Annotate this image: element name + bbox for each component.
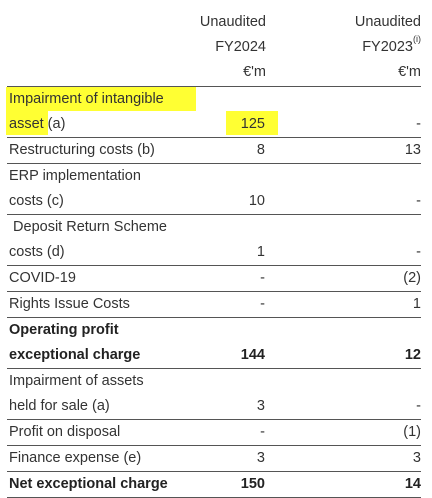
row-line: Finance expense (e) 3 3: [7, 446, 421, 471]
row-line: Operating profit: [7, 318, 421, 343]
row-label: held for sale (a): [9, 398, 110, 414]
row-line: Profit on disposal - (1): [7, 420, 421, 445]
row-label: exceptional charge: [9, 347, 141, 363]
header-fy2023-footnote: (i): [413, 34, 421, 44]
row-label: Rights Issue Costs: [9, 296, 130, 312]
header-fy2023-unit: €'m: [398, 64, 421, 80]
value-fy2023: 14: [404, 476, 421, 492]
row-label: Restructuring costs (b): [9, 142, 155, 158]
table-row: COVID-19 - (2): [7, 265, 421, 291]
highlight-mark-label-line1: [6, 87, 196, 111]
table-row: Operating profit exceptional charge 144 12: [7, 317, 421, 368]
row-line: Rights Issue Costs - 1: [7, 292, 421, 317]
value-fy2023: -: [416, 193, 421, 209]
row-label: ERP implementation: [9, 168, 141, 184]
row-line: COVID-19 - (2): [7, 266, 421, 291]
highlight-mark-value: [226, 111, 278, 135]
row-label: Impairment of assets: [9, 373, 144, 389]
header-fy2024: Unaudited FY2024 €'m: [150, 10, 266, 85]
value-fy2024: -: [260, 270, 265, 286]
highlight-mark-label-line2: [6, 111, 48, 135]
value-fy2024: -: [260, 296, 265, 312]
row-line: ERP implementation: [7, 164, 421, 189]
value-fy2023: -: [416, 244, 421, 260]
value-fy2024: 10: [248, 193, 265, 209]
value-fy2024: 3: [256, 398, 265, 414]
header-fy2023-line2: FY2023: [362, 39, 413, 55]
table-row: Finance expense (e) 3 3: [7, 445, 421, 471]
value-fy2024: 3: [256, 450, 265, 466]
row-label: costs (d): [9, 244, 65, 260]
row-line: costs (c) 10 -: [7, 189, 421, 214]
value-fy2023: -: [416, 116, 421, 132]
header-fy2023-line2-wrap: FY2023(i): [290, 34, 421, 60]
value-fy2024: 125: [240, 116, 265, 132]
row-line: costs (d) 1 -: [7, 240, 421, 265]
header-fy2024-line2: FY2024: [215, 39, 266, 55]
row-line: asset (a) 125 -: [7, 112, 421, 137]
row-label: costs (c): [9, 193, 64, 209]
value-fy2023: -: [416, 398, 421, 414]
value-fy2023: 1: [412, 296, 421, 312]
row-label: asset (a): [9, 116, 66, 132]
row-label: Profit on disposal: [9, 424, 121, 440]
value-fy2023: 3: [412, 450, 421, 466]
header-fy2023-line1: Unaudited: [354, 14, 421, 30]
value-fy2024: 150: [240, 476, 265, 492]
table-row: Net exceptional charge 150 14: [7, 471, 421, 498]
value-fy2023: (1): [403, 424, 421, 440]
row-label: Finance expense (e): [9, 450, 142, 466]
exceptional-items-table: Impairment of intangible asset (a) 125 - Res…: [7, 86, 421, 498]
table-row: Deposit Return Scheme costs (d) 1 -: [7, 214, 421, 265]
value-fy2023: (2): [403, 270, 421, 286]
header-fy2024-line1: Unaudited: [199, 14, 266, 30]
row-line: Impairment of intangible: [7, 87, 421, 112]
row-label: Operating profit: [9, 322, 119, 338]
row-label: Deposit Return Scheme: [9, 219, 167, 235]
value-fy2024: 1: [256, 244, 265, 260]
table-row: Impairment of intangible asset (a) 125 -: [7, 86, 421, 137]
value-fy2023: 12: [404, 347, 421, 363]
table-row: Restructuring costs (b) 8 13: [7, 137, 421, 163]
header-fy2023: Unaudited FY2023(i) €'m: [290, 10, 421, 85]
row-label: Net exceptional charge: [9, 476, 168, 492]
row-line: Net exceptional charge 150 14: [7, 472, 421, 497]
table-row: Impairment of assets held for sale (a) 3 -: [7, 368, 421, 419]
value-fy2024: -: [260, 424, 265, 440]
row-line: held for sale (a) 3 -: [7, 394, 421, 419]
row-line: Deposit Return Scheme: [7, 215, 421, 240]
value-fy2024: 144: [240, 347, 265, 363]
table-row: Profit on disposal - (1): [7, 419, 421, 445]
value-fy2024: 8: [256, 142, 265, 158]
row-line: Restructuring costs (b) 8 13: [7, 138, 421, 163]
table-row: ERP implementation costs (c) 10 -: [7, 163, 421, 214]
row-label: Impairment of intangible: [9, 91, 164, 107]
row-line: exceptional charge 144 12: [7, 343, 421, 368]
value-fy2023: 13: [404, 142, 421, 158]
header-fy2024-unit: €'m: [243, 64, 266, 80]
row-line: Impairment of assets: [7, 369, 421, 394]
row-label: COVID-19: [9, 270, 76, 286]
table-row: Rights Issue Costs - 1: [7, 291, 421, 317]
